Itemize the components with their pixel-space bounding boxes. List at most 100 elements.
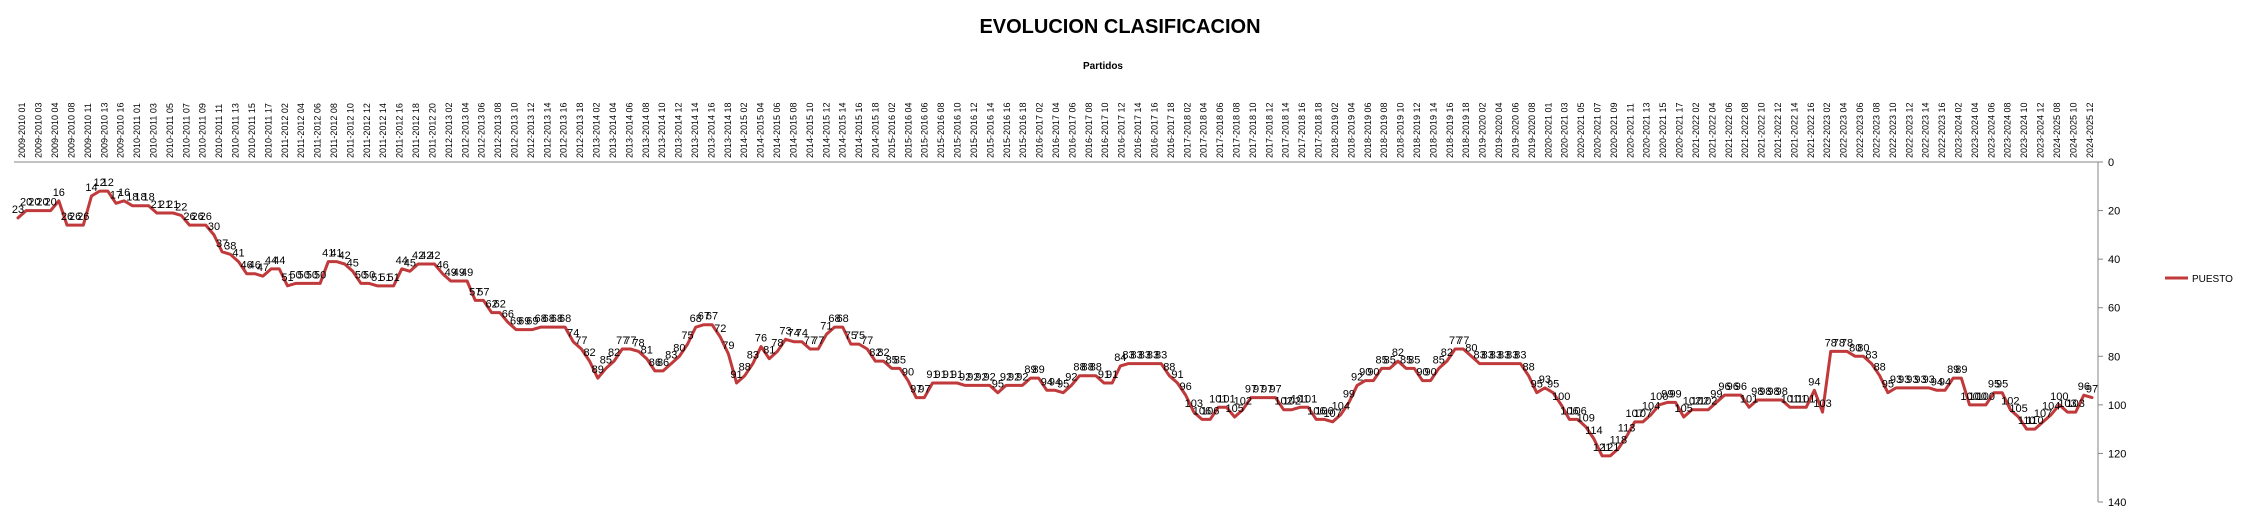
y-tick-label: 100 (2108, 400, 2126, 412)
x-tick-label: 2015-2016 14 (985, 102, 995, 158)
data-label: 44 (265, 255, 277, 267)
x-tick-label: 2012-2013 14 (542, 102, 552, 158)
x-tick-label: 2011-2012 06 (313, 103, 323, 158)
x-tick-label: 2012-2013 18 (575, 102, 585, 158)
data-label: 73 (779, 325, 791, 337)
data-label: 93 (1890, 374, 1902, 386)
data-label: 103 (2066, 398, 2084, 410)
x-tick-label: 2023-2024 04 (1970, 102, 1980, 158)
data-label: 101 (1789, 393, 1807, 405)
data-label: 91 (1171, 369, 1183, 381)
x-tick-label: 2016-2017 08 (1084, 102, 1094, 158)
x-tick-label: 2024-2025 12 (2085, 102, 2095, 158)
x-tick-label: 2023-2024 12 (2036, 102, 2046, 158)
data-label: 69 (518, 316, 530, 328)
x-tick-label: 2021-2022 04 (1707, 102, 1717, 158)
data-label: 77 (575, 335, 587, 347)
data-label: 50 (306, 269, 318, 281)
data-label: 94 (1939, 376, 1951, 388)
x-tick-label: 2010-2011 11 (214, 104, 224, 158)
data-label: 77 (812, 335, 824, 347)
x-tick-label: 2020-2021 05 (1576, 102, 1586, 158)
data-label: 77 (1457, 335, 1469, 347)
data-label: 88 (1090, 362, 1102, 374)
data-label: 41 (232, 248, 244, 260)
data-label: 26 (61, 211, 73, 223)
data-label: 74 (788, 328, 800, 340)
data-label: 105 (2009, 403, 2027, 415)
data-label: 50 (363, 269, 375, 281)
data-label: 78 (1841, 337, 1853, 349)
data-label: 82 (1392, 347, 1404, 359)
data-label: 50 (314, 269, 326, 281)
data-label: 21 (151, 199, 163, 211)
data-label: 91 (1106, 369, 1118, 381)
x-tick-label: 2012-2013 10 (509, 102, 519, 158)
data-label: 93 (1898, 374, 1910, 386)
x-tick-label: 2023-2024 06 (1986, 102, 1996, 158)
x-tick-label: 2011-2012 08 (329, 103, 339, 158)
x-tick-label: 2023-2024 02 (1954, 102, 1964, 158)
data-label: 82 (608, 347, 620, 359)
x-tick-label: 2010-2011 01 (132, 103, 142, 158)
data-label: 20 (36, 197, 48, 209)
data-label: 106 (1193, 405, 1211, 417)
data-label: 20 (28, 197, 40, 209)
x-tick-label: 2013-2014 16 (706, 102, 716, 158)
data-label: 20 (45, 197, 57, 209)
data-label: 42 (420, 250, 432, 262)
x-tick-label: 2018-2019 06 (1363, 102, 1373, 158)
x-tick-label: 2016-2017 02 (1035, 102, 1045, 158)
x-tick-label: 2022-2023 02 (1822, 102, 1832, 158)
y-tick-labels: 0 20 40 60 80 100 120 140 (2098, 157, 2126, 509)
data-label: 88 (1082, 362, 1094, 374)
data-label: 97 (1269, 384, 1281, 396)
data-label: 101 (1797, 393, 1815, 405)
data-label: 83 (1131, 350, 1143, 362)
data-label: 98 (1759, 386, 1771, 398)
data-label: 83 (1122, 350, 1134, 362)
data-label: 105 (1675, 403, 1693, 415)
x-tick-label: 2018-2019 18 (1461, 102, 1471, 158)
data-label: 100 (1960, 391, 1978, 403)
data-label: 83 (1155, 350, 1167, 362)
data-label: 50 (289, 269, 301, 281)
data-label: 89 (1947, 364, 1959, 376)
data-label: 80 (673, 342, 685, 354)
data-label: 83 (747, 350, 759, 362)
x-tick-label: 2022-2023 10 (1888, 102, 1898, 158)
data-label: 22 (175, 201, 187, 213)
data-label: 92 (1000, 371, 1012, 383)
data-label: 66 (502, 308, 514, 320)
data-label: 77 (616, 335, 628, 347)
data-label: 83 (1482, 350, 1494, 362)
x-tick-label: 2010-2011 03 (148, 103, 158, 158)
data-label: 83 (1147, 350, 1159, 362)
data-label: 82 (583, 347, 595, 359)
x-tick-label: 2010-2011 13 (231, 103, 241, 158)
data-label: 68 (551, 313, 563, 325)
x-tick-label: 2019-2020 02 (1478, 102, 1488, 158)
data-label: 46 (241, 260, 253, 272)
data-label: 20 (20, 197, 32, 209)
data-label: 94 (1049, 376, 1061, 388)
data-label: 113 (1618, 422, 1636, 434)
data-label: 101 (1740, 393, 1758, 405)
data-label: 95 (1531, 379, 1543, 391)
x-tick-label: 2021-2022 02 (1691, 102, 1701, 158)
x-tick-label: 2022-2023 14 (1921, 102, 1931, 158)
data-label: 26 (183, 211, 195, 223)
x-tick-label: 2016-2017 04 (1051, 102, 1061, 158)
x-tick-label: 2015-2016 16 (1002, 102, 1012, 158)
data-label: 83 (665, 350, 677, 362)
data-label: 107 (1626, 408, 1644, 420)
data-label: 92 (1016, 371, 1028, 383)
x-tick-label: 2020-2021 13 (1642, 102, 1652, 158)
data-label: 95 (1988, 379, 2000, 391)
x-tick-label: 2011-2012 12 (362, 103, 372, 158)
y-tick-label: 60 (2108, 303, 2120, 315)
data-label: 80 (1857, 342, 1869, 354)
x-tick-label: 2013-2014 12 (674, 102, 684, 158)
x-tick-label: 2021-2022 06 (1724, 102, 1734, 158)
data-label: 100 (1552, 391, 1570, 403)
